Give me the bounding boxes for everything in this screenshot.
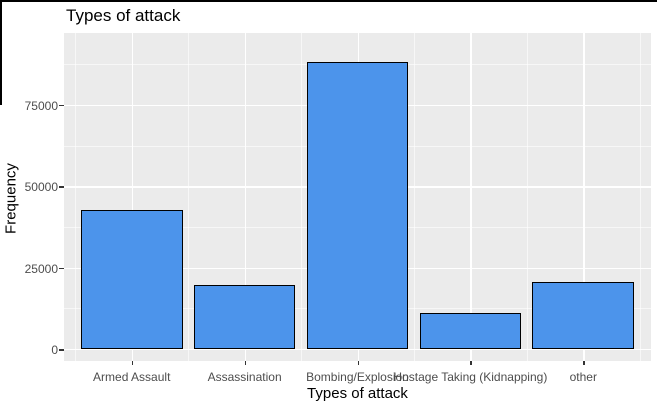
y-axis-title: Frequency [2, 163, 20, 234]
x-tick-mark [244, 361, 247, 365]
gridline-minor-vertical [301, 33, 302, 361]
x-tick-label: Assassination [207, 370, 282, 384]
chart-title: Types of attack [66, 6, 181, 25]
y-tick-label: 25000 [24, 261, 58, 276]
gridline-major-vertical [244, 33, 246, 361]
gridline-minor-vertical [75, 33, 77, 361]
bar-armed-assault [80, 210, 183, 349]
gridline-major-vertical [131, 33, 134, 361]
gridline-minor-vertical [526, 33, 528, 361]
gridline-major-vertical [470, 33, 472, 361]
bar-bombing-explosion [306, 61, 409, 349]
y-tick-label: 0 [51, 343, 58, 357]
bar-other [532, 282, 635, 349]
y-tick-label: 75000 [24, 98, 58, 113]
y-tick-mark [59, 186, 64, 188]
plot-panel [64, 33, 651, 361]
x-tick-mark [583, 361, 585, 365]
gridline-minor-vertical [639, 33, 641, 361]
y-tick-mark [59, 267, 64, 270]
window-border-top [0, 0, 657, 2]
y-tick-label: 50000 [24, 180, 58, 195]
x-axis-title: Types of attack [307, 385, 408, 402]
x-tick-label: Bombing/Explosion [306, 370, 409, 384]
x-tick-label: other [569, 370, 597, 384]
gridline-minor-vertical [413, 33, 415, 361]
x-tick-label: Hostage Taking (Kidnapping) [393, 370, 548, 384]
gridline-minor-vertical [188, 33, 189, 361]
x-tick-mark [470, 361, 472, 365]
bar-assassination [193, 285, 296, 349]
window-border-left [0, 0, 2, 105]
x-tick-mark [131, 361, 134, 365]
bar-hostage-taking-kidnapping [419, 312, 522, 349]
gridline-major-vertical [583, 33, 585, 361]
x-tick-label: Armed Assault [93, 370, 171, 384]
y-tick-mark [59, 349, 64, 351]
y-tick-mark [59, 104, 64, 107]
x-tick-mark [357, 361, 359, 365]
